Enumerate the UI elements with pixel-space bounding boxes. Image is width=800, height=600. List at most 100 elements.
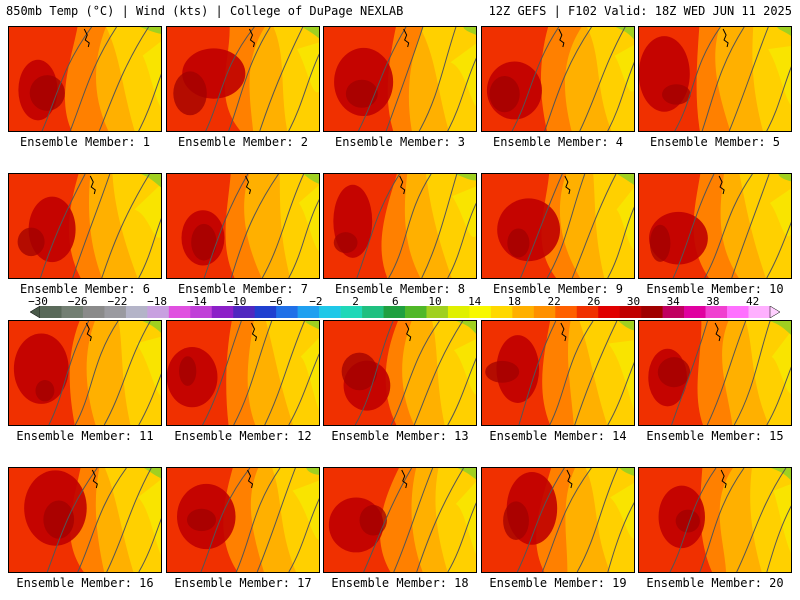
- colorbar-segment: [362, 306, 384, 318]
- ensemble-map-panel: [638, 320, 792, 426]
- ensemble-map-panel: [481, 467, 635, 573]
- colorbar-max-arrow: [769, 306, 780, 318]
- ensemble-member-label: Ensemble Member: 17: [174, 576, 312, 590]
- map-title: 850mb Temp (°C) | Wind (kts) | College o…: [6, 4, 404, 18]
- ensemble-member-label: Ensemble Member: 10: [646, 282, 784, 296]
- colorbar-segment: [705, 306, 728, 318]
- ensemble-map-panel: [638, 467, 792, 573]
- colorbar-segment: [40, 306, 62, 318]
- colorbar-segment: [168, 306, 191, 318]
- ensemble-map-panel: [323, 320, 477, 426]
- ensemble-map-panel: [481, 26, 635, 132]
- temperature-field-map: [9, 27, 161, 131]
- ensemble-member-label: Ensemble Member: 11: [16, 429, 154, 443]
- ensemble-map-panel: [166, 320, 320, 426]
- colorbar-segment: [82, 306, 105, 318]
- temperature-field-map: [167, 174, 319, 278]
- ensemble-map-panel: [481, 320, 635, 426]
- temperature-field-map: [639, 321, 791, 425]
- temperature-field-map: [482, 27, 634, 131]
- colorbar-segment: [233, 306, 256, 318]
- ensemble-map-panel: [638, 26, 792, 132]
- colorbar-tick-label: 10: [428, 295, 442, 308]
- colorbar-segment: [684, 306, 706, 318]
- colorbar-tick-label: −30: [28, 295, 48, 308]
- colorbar-segment: [533, 306, 556, 318]
- ensemble-map-panel: [481, 173, 635, 279]
- ensemble-member-label: Ensemble Member: 1: [19, 135, 151, 149]
- ensemble-member-label: Ensemble Member: 9: [492, 282, 624, 296]
- temperature-field-map: [482, 468, 634, 572]
- colorbar-segment: [426, 306, 449, 318]
- colorbar-tick-label: 34: [666, 295, 680, 308]
- temperature-field-map: [482, 321, 634, 425]
- colorbar-segment: [447, 306, 470, 318]
- temperature-field-map: [9, 321, 161, 425]
- ensemble-member-label: Ensemble Member: 18: [331, 576, 469, 590]
- ensemble-member-label: Ensemble Member: 3: [334, 135, 466, 149]
- colorbar-tick-label: 14: [468, 295, 482, 308]
- colorbar-tick-label: −26: [67, 295, 88, 308]
- colorbar-tick-label: −6: [269, 295, 283, 308]
- colorbar-segment: [104, 306, 127, 318]
- colorbar-tick-label: 38: [706, 295, 720, 308]
- colorbar-tick-label: 26: [587, 295, 601, 308]
- colorbar-segment: [469, 306, 492, 318]
- ensemble-map-panel: [323, 173, 477, 279]
- temperature-field-map: [167, 321, 319, 425]
- colorbar-tick-label: 18: [507, 295, 522, 308]
- colorbar-tick-label: −22: [107, 295, 128, 308]
- temperature-field-map: [639, 27, 791, 131]
- ensemble-map-panel: [638, 173, 792, 279]
- ensemble-map-panel: [323, 467, 477, 573]
- colorbar-segment: [190, 306, 213, 318]
- ensemble-map-panel: [166, 467, 320, 573]
- colorbar-segment: [340, 306, 363, 318]
- colorbar-segment: [555, 306, 578, 318]
- colorbar-segment: [319, 306, 341, 318]
- temperature-field-map: [167, 468, 319, 572]
- ensemble-member-label: Ensemble Member: 15: [646, 429, 784, 443]
- ensemble-member-label: Ensemble Member: 13: [331, 429, 469, 443]
- ensemble-member-label: Ensemble Member: 2: [177, 135, 309, 149]
- colorbar-segment: [297, 306, 320, 318]
- colorbar-segment: [598, 306, 621, 318]
- colorbar-segment: [405, 306, 427, 318]
- colorbar-tick-label: 42: [745, 295, 760, 308]
- temperature-field-map: [324, 468, 476, 572]
- temperature-field-map: [482, 174, 634, 278]
- colorbar-tick-label: 30: [626, 295, 641, 308]
- colorbar-segment: [727, 306, 749, 318]
- ensemble-member-label: Ensemble Member: 7: [177, 282, 309, 296]
- ensemble-map-panel: [8, 320, 162, 426]
- ensemble-member-label: Ensemble Member: 20: [646, 576, 784, 590]
- temperature-colorbar: [30, 306, 780, 318]
- ensemble-member-label: Ensemble Member: 8: [334, 282, 466, 296]
- temperature-field-map: [324, 321, 476, 425]
- colorbar-tick-label: −18: [147, 295, 168, 308]
- colorbar-tick-label: 22: [547, 295, 561, 308]
- ensemble-member-label: Ensemble Member: 5: [649, 135, 781, 149]
- ensemble-member-label: Ensemble Member: 6: [19, 282, 151, 296]
- ensemble-map-panel: [8, 467, 162, 573]
- ensemble-member-label: Ensemble Member: 4: [492, 135, 624, 149]
- colorbar-segment: [211, 306, 234, 318]
- ensemble-map-panel: [8, 26, 162, 132]
- temperature-field-map: [167, 27, 319, 131]
- ensemble-map-panel: [166, 173, 320, 279]
- colorbar-segment: [662, 306, 685, 318]
- colorbar-tick-label: −2: [309, 295, 323, 308]
- temperature-field-map: [324, 27, 476, 131]
- colorbar-segment: [276, 306, 298, 318]
- colorbar-segment: [254, 306, 277, 318]
- temperature-field-map: [324, 174, 476, 278]
- temperature-field-map: [639, 174, 791, 278]
- colorbar-segment: [576, 306, 599, 318]
- ensemble-member-label: Ensemble Member: 14: [489, 429, 627, 443]
- colorbar-segment: [125, 306, 148, 318]
- colorbar-segment: [147, 306, 170, 318]
- colorbar-tick-label: 2: [352, 295, 359, 308]
- colorbar-segment: [641, 306, 663, 318]
- colorbar-segment: [748, 306, 771, 318]
- ensemble-map-panel: [323, 26, 477, 132]
